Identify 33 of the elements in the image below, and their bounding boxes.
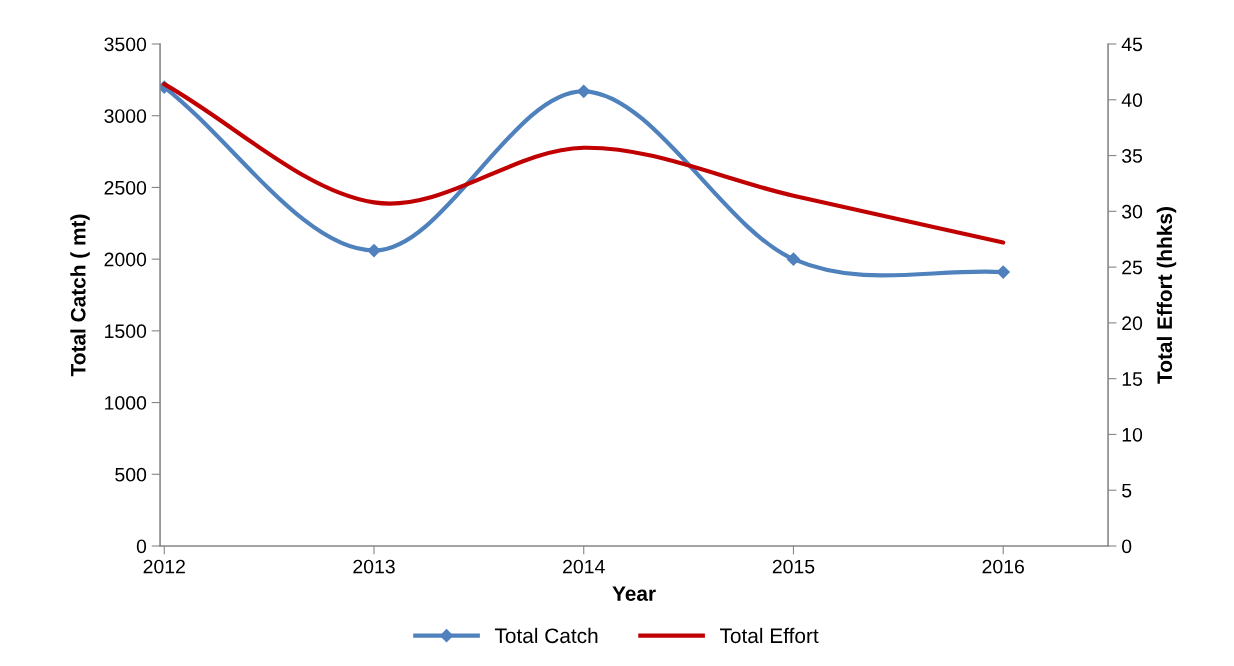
y2-tick-label: 5 <box>1122 483 1132 498</box>
y-tick-label: 3500 <box>104 37 147 52</box>
y2-tick-label: 20 <box>1122 316 1143 331</box>
y2-axis-title: Total Effort (hhks) <box>1156 207 1177 384</box>
y2-tick-label: 10 <box>1122 427 1143 442</box>
x-tick-label: 2014 <box>563 559 605 574</box>
y2-tick-label: 30 <box>1122 204 1143 219</box>
y-axis-title: Total Catch ( mt) <box>70 214 90 377</box>
y-tick-label: 2500 <box>104 180 147 195</box>
y-tick-label: 1500 <box>105 324 147 339</box>
x-tick-label: 2013 <box>353 559 395 574</box>
point <box>577 84 591 98</box>
y-tick-label: 1000 <box>105 396 147 410</box>
y2-tick-label: 35 <box>1122 149 1143 163</box>
x-tick-label: 2015 <box>772 559 815 574</box>
y-tick-label: 0 <box>136 539 147 554</box>
y-tick-label: 500 <box>115 467 147 482</box>
y2-tick-label: 0 <box>1122 539 1132 554</box>
y2-tick-label: 45 <box>1121 37 1143 52</box>
point <box>786 252 801 266</box>
line-series <box>162 82 1006 245</box>
legend-label: Total Catch <box>494 627 598 644</box>
x-tick-label: 2012 <box>143 559 185 574</box>
y2-tick-label: 40 <box>1121 93 1143 108</box>
point <box>367 243 381 258</box>
y-tick-label: 3000 <box>104 109 147 123</box>
legend-label: Total Effort <box>719 627 819 644</box>
x-axis-title: Year <box>612 586 656 601</box>
y2-tick-label: 25 <box>1122 260 1143 275</box>
y2-tick-label: 15 <box>1122 372 1143 386</box>
x-tick-label: 2016 <box>982 559 1024 574</box>
point <box>996 265 1010 279</box>
y-tick-label: 2000 <box>104 252 147 267</box>
